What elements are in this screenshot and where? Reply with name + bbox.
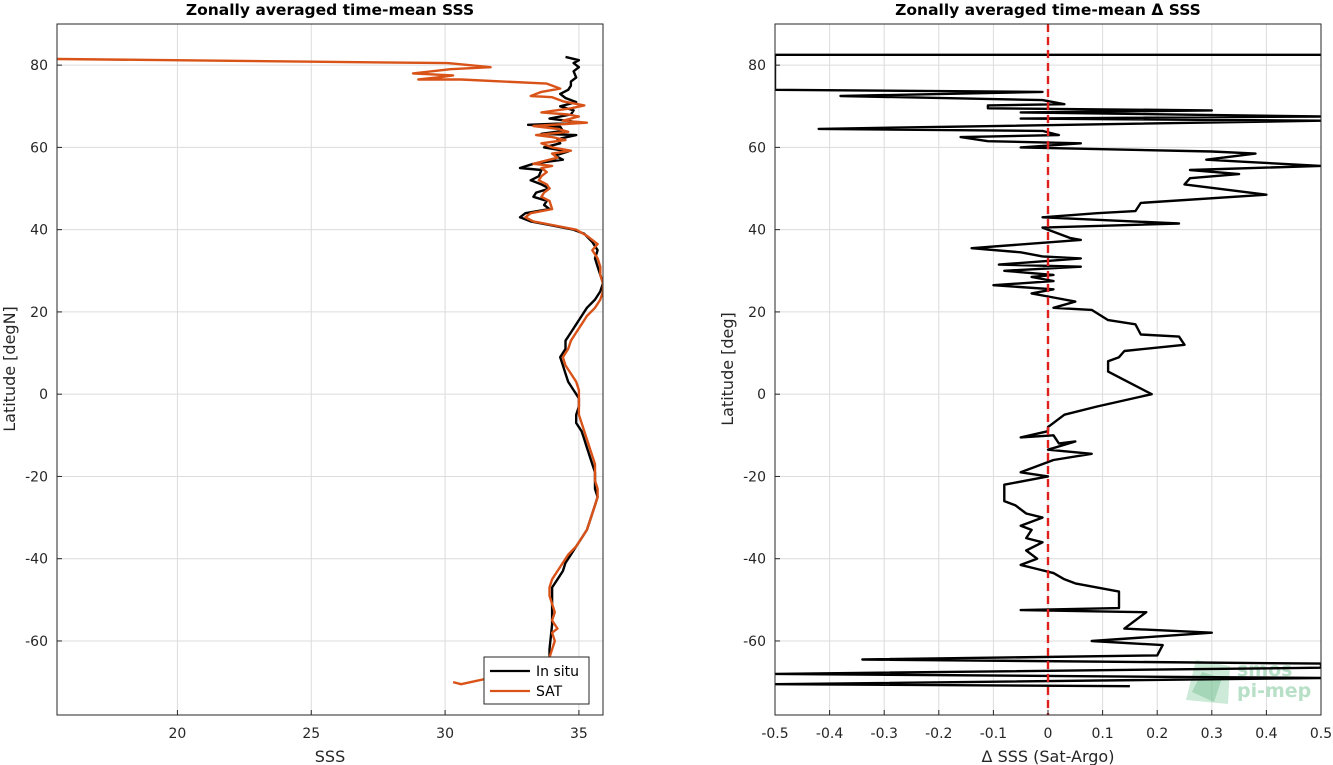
x-tick-label: 35 — [570, 726, 588, 742]
y-tick-label: -20 — [25, 469, 48, 485]
x-tick-label: 0 — [1044, 726, 1053, 742]
watermark-line1: smos — [1237, 659, 1292, 681]
y-tick-label: 20 — [30, 305, 48, 321]
x-tick-label: -0.1 — [980, 726, 1007, 742]
x-tick-label: 20 — [169, 726, 187, 742]
y-tick-label: 0 — [757, 387, 766, 403]
legend-box — [483, 656, 590, 705]
x-tick-label: -0.4 — [816, 726, 843, 742]
x-tick-label: 0.2 — [1146, 726, 1168, 742]
watermark-logo-shape — [1186, 660, 1230, 704]
x-tick-label: 0.4 — [1255, 726, 1277, 742]
y-tick-label: 20 — [748, 305, 766, 321]
x-tick-label: 30 — [436, 726, 454, 742]
x-tick-label: 0.5 — [1310, 726, 1332, 742]
delta-title: Zonally averaged time-mean Δ SSS — [895, 1, 1201, 19]
y-tick-label: -20 — [743, 469, 766, 485]
delta-sss-panel: smos pi-mep -0.5 -0.4 -0.3 -0.2 -0.1 0 0.1 0.2 0… — [718, 1, 1332, 765]
sss-ticks: 20 25 30 35 -60 -40 -20 0 20 40 60 80 — [25, 58, 588, 742]
y-tick-label: 40 — [748, 223, 766, 239]
sss-lines — [57, 55, 603, 686]
x-tick-label: 25 — [302, 726, 320, 742]
y-tick-label: 80 — [748, 58, 766, 74]
series-line-sat — [57, 57, 603, 686]
delta-x-label: Δ SSS (Sat-Argo) — [982, 747, 1115, 765]
legend: In situ SAT — [483, 656, 590, 705]
y-tick-label: -40 — [25, 552, 48, 568]
y-tick-label: 60 — [748, 140, 766, 156]
x-tick-label: -0.2 — [925, 726, 952, 742]
x-tick-label: -0.5 — [761, 726, 788, 742]
legend-insitu-label: In situ — [536, 664, 579, 680]
smos-pimep-watermark: smos pi-mep — [1186, 659, 1311, 704]
x-tick-label: 0.1 — [1091, 726, 1113, 742]
y-tick-label: 60 — [30, 140, 48, 156]
sss-panel: 20 25 30 35 -60 -40 -20 0 20 40 60 80 Zonally avera… — [0, 1, 604, 765]
legend-sat-label: SAT — [536, 684, 563, 700]
sss-grid — [57, 24, 603, 715]
y-tick-label: 40 — [30, 223, 48, 239]
y-tick-label: -60 — [743, 634, 766, 650]
x-tick-label: 0.3 — [1201, 726, 1223, 742]
sss-y-label: Latitude [degN] — [0, 306, 19, 432]
y-tick-label: -60 — [25, 634, 48, 650]
y-tick-label: -40 — [743, 552, 766, 568]
x-tick-label: -0.3 — [871, 726, 898, 742]
sss-title: Zonally averaged time-mean SSS — [186, 1, 474, 19]
y-tick-label: 0 — [39, 387, 48, 403]
y-tick-label: 80 — [30, 58, 48, 74]
delta-ticks: -0.5 -0.4 -0.3 -0.2 -0.1 0 0.1 0.2 0.3 0.4 0.5 -60 -… — [743, 58, 1332, 742]
sss-axes-box — [56, 23, 604, 716]
sss-x-label: SSS — [315, 747, 345, 765]
delta-y-label: Latitude [deg] — [718, 312, 737, 426]
watermark-line2: pi-mep — [1237, 680, 1311, 702]
